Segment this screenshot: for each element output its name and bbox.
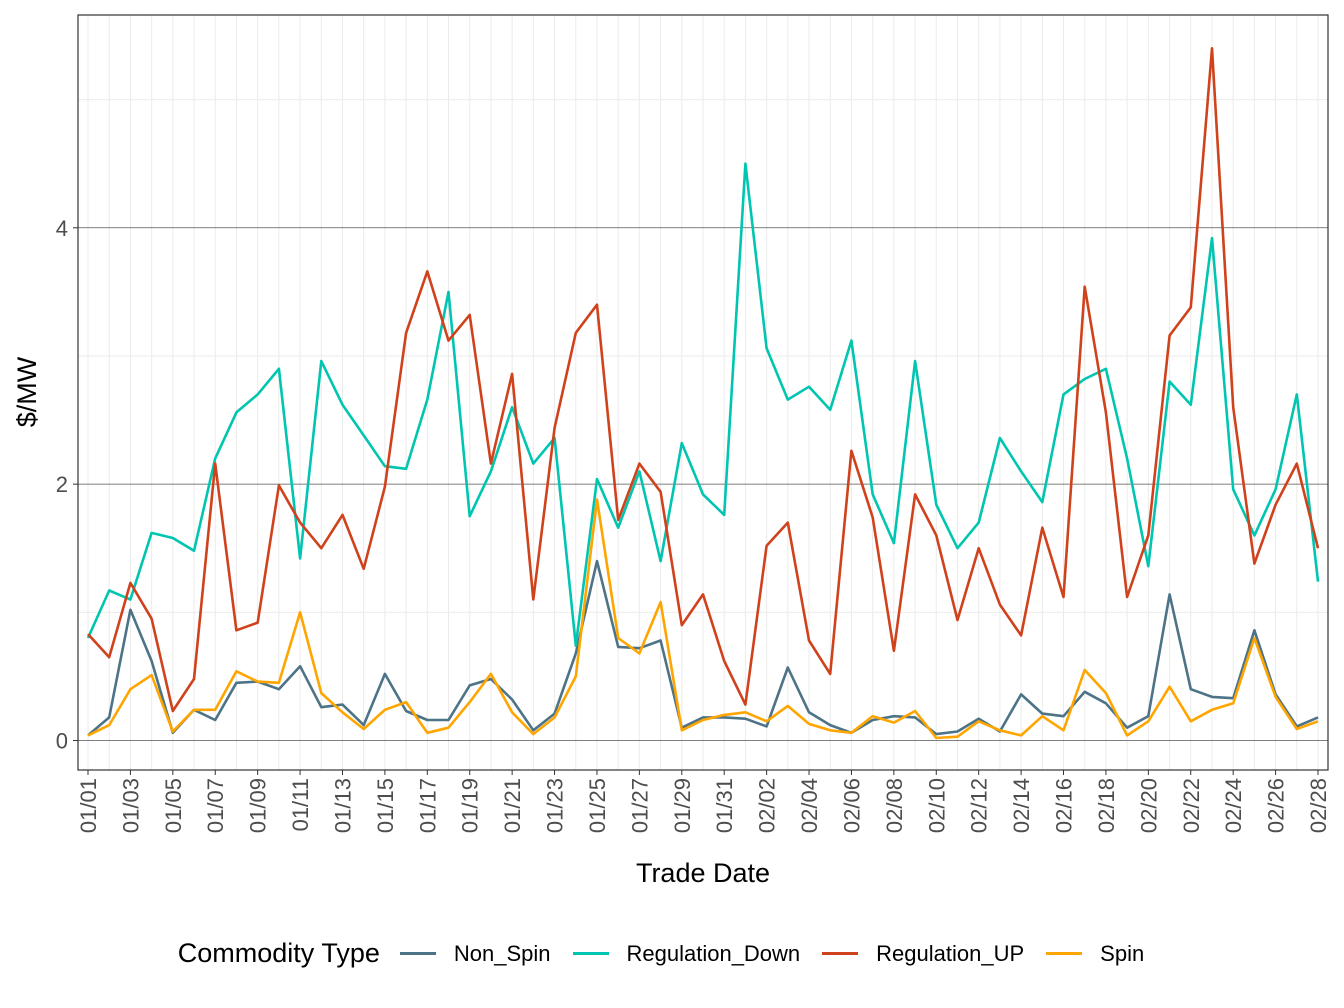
x-tick-label: 01/29 <box>670 778 695 833</box>
x-tick-label: 02/18 <box>1094 778 1119 833</box>
x-tick-label: 01/05 <box>161 778 186 833</box>
x-tick-label: 01/07 <box>203 778 228 833</box>
legend-label: Non_Spin <box>453 940 551 966</box>
x-tick-label: 02/10 <box>924 778 949 833</box>
y-axis-title: $/MW <box>12 356 42 427</box>
x-tick-label: 02/02 <box>755 778 780 833</box>
x-tick-label: 02/16 <box>1052 778 1077 833</box>
x-tick-label: 02/22 <box>1179 778 1204 833</box>
legend-key <box>399 952 436 955</box>
x-tick-label: 01/31 <box>712 778 737 833</box>
x-tick-label: 02/08 <box>882 778 907 833</box>
x-axis-title: Trade Date <box>636 858 770 888</box>
x-tick-label: 01/01 <box>76 778 101 833</box>
series-line-spin <box>87 498 1319 740</box>
plot-border <box>77 14 1329 771</box>
series-line-regulation-down <box>86 162 1320 648</box>
legend-label: Regulation_Down <box>626 940 801 966</box>
legend-item: Regulation_UP <box>822 941 1024 967</box>
y-tick-label: 4 <box>56 216 68 241</box>
x-tick-label: 01/15 <box>373 778 398 833</box>
series-line-regulation-up <box>87 46 1320 713</box>
series-line-non-spin <box>87 559 1319 737</box>
x-tick-label: 01/11 <box>288 778 313 831</box>
legend-key <box>822 952 859 955</box>
legend-key <box>1046 952 1083 955</box>
x-tick-label: 02/12 <box>967 778 992 833</box>
x-tick-label: 02/20 <box>1136 778 1161 833</box>
x-tick-label: 02/14 <box>1009 778 1034 833</box>
series-lines <box>86 46 1320 740</box>
x-tick-label: 01/23 <box>543 778 568 833</box>
gridlines <box>78 15 1328 770</box>
x-tick-label: 01/27 <box>627 778 652 833</box>
x-tick-label: 02/26 <box>1264 778 1289 833</box>
axes: 0 2 4 01/01 01/03 01/05 01/07 01/09 01/11 01/13 01… <box>56 216 1331 833</box>
x-tick-label: 01/09 <box>246 778 271 833</box>
x-tick-label: 01/17 <box>415 778 440 833</box>
x-tick-label: 01/19 <box>458 778 483 833</box>
legend-item: Regulation_Down <box>572 940 801 967</box>
legend-title: Commodity Type <box>177 938 380 968</box>
legend-key <box>572 952 609 955</box>
legend-item: Spin <box>1046 941 1144 967</box>
x-tick-label: 01/25 <box>585 778 610 833</box>
legend-label: Regulation_UP <box>876 940 1025 966</box>
legend: Commodity Type Non_Spin Regulation_Down Re… <box>0 938 1344 969</box>
x-tick-label: 01/13 <box>330 778 355 833</box>
x-tick-label: 02/24 <box>1221 778 1246 833</box>
legend-label: Spin <box>1100 940 1145 966</box>
line-chart: 0 2 4 01/01 01/03 01/05 01/07 01/09 01/11 01/13 01… <box>12 14 1331 888</box>
x-tick-label: 02/04 <box>797 778 822 833</box>
x-tick-label: 01/21 <box>500 778 525 833</box>
y-tick-label: 2 <box>56 472 68 497</box>
x-tick-label: 01/03 <box>118 778 143 833</box>
legend-item: Non_Spin <box>399 940 551 967</box>
x-tick-label: 02/06 <box>839 778 864 833</box>
y-tick-label: 0 <box>56 729 68 754</box>
x-tick-label: 02/28 <box>1306 778 1331 833</box>
